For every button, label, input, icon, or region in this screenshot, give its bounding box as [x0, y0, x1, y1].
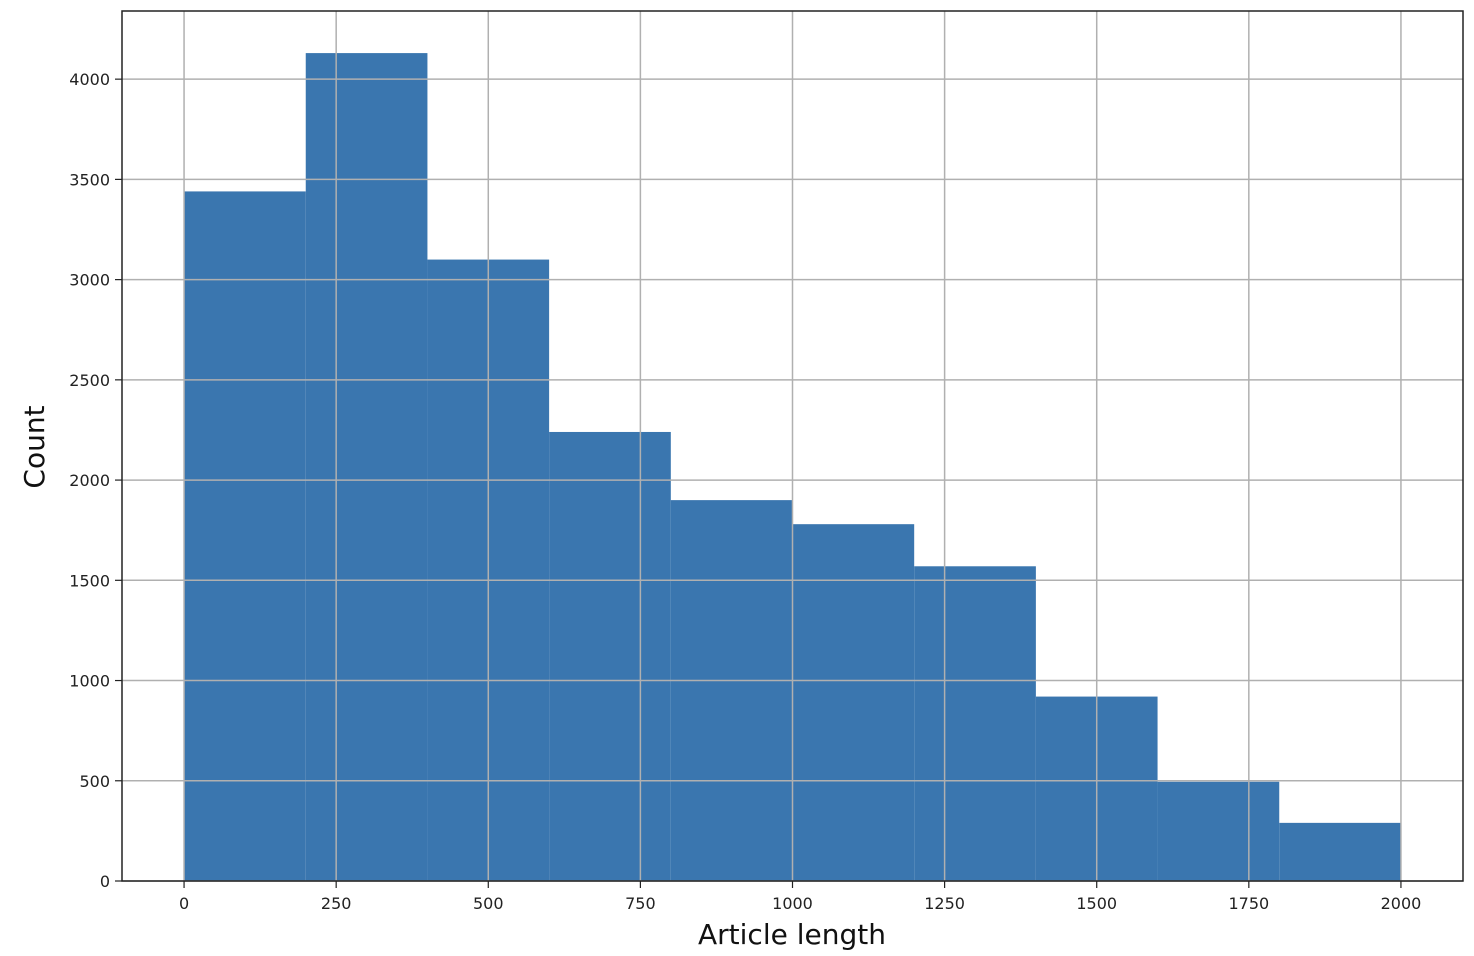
x-axis-ticks: 0 250 500 750 1000 1250 1500 1750 2000 — [179, 881, 1421, 913]
x-tick-label-3: 750 — [625, 894, 656, 913]
histogram-bar-1 — [305, 53, 428, 881]
histogram-bar-3 — [549, 431, 671, 881]
y-tick-label-4: 2000 — [69, 471, 110, 490]
y-tick-label-8: 4000 — [69, 70, 110, 89]
y-tick-label-3: 1500 — [69, 571, 110, 590]
y-tick-label-6: 3000 — [69, 271, 110, 290]
x-tick-label-7: 1750 — [1228, 894, 1269, 913]
x-tick-label-2: 500 — [473, 894, 504, 913]
histogram-bar-5 — [792, 524, 915, 881]
y-tick-label-2: 1000 — [69, 672, 110, 691]
y-tick-label-0: 0 — [100, 872, 110, 891]
histogram-bar-9 — [1279, 822, 1401, 881]
x-tick-label-6: 1500 — [1076, 894, 1117, 913]
y-tick-label-5: 2500 — [69, 371, 110, 390]
y-axis-label: Count — [18, 405, 51, 488]
histogram-bar-4 — [670, 500, 793, 881]
y-tick-label-1: 500 — [79, 772, 110, 791]
x-tick-label-1: 250 — [321, 894, 352, 913]
x-axis-label: Article length — [698, 918, 886, 951]
x-tick-label-4: 1000 — [772, 894, 813, 913]
x-tick-label-8: 2000 — [1381, 894, 1422, 913]
histogram-bar-8 — [1157, 781, 1280, 881]
grid-lines — [122, 11, 1463, 882]
histogram-bar-0 — [184, 191, 306, 882]
y-axis-ticks: 0 500 1000 1500 2000 2500 3000 3500 4000 — [69, 70, 122, 891]
x-tick-label-0: 0 — [179, 894, 189, 913]
histogram-bar-6 — [914, 566, 1036, 881]
y-tick-label-7: 3500 — [69, 170, 110, 189]
x-tick-label-5: 1250 — [924, 894, 965, 913]
